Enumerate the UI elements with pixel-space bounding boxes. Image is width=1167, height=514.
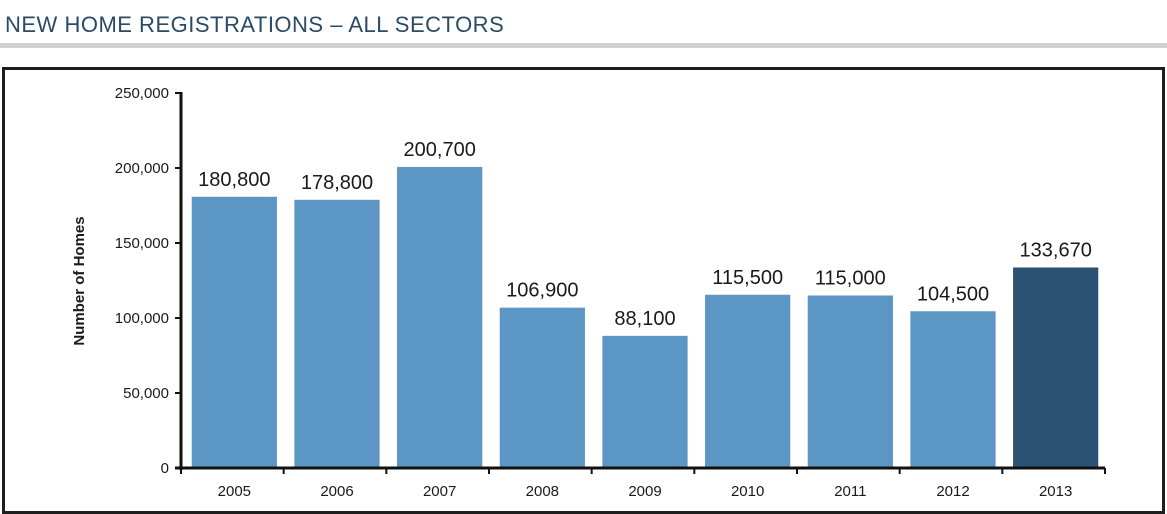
chart-frame bbox=[2, 67, 1165, 514]
y-tick-label: 50,000 bbox=[123, 385, 169, 402]
data-label: 133,670 bbox=[1020, 239, 1092, 261]
x-tick-label: 2007 bbox=[423, 483, 456, 500]
bar-2011 bbox=[807, 295, 893, 468]
bar-2012 bbox=[910, 311, 996, 468]
bars: 180,800 178,800 200,700 106,900 88,100 115,50… bbox=[191, 139, 1099, 469]
data-label: 178,800 bbox=[301, 172, 373, 194]
data-label: 200,700 bbox=[404, 139, 476, 161]
bar-2006 bbox=[294, 199, 380, 469]
x-tick-label: 2006 bbox=[320, 483, 353, 500]
x-tick-label: 2010 bbox=[731, 483, 764, 500]
title-divider bbox=[0, 43, 1167, 48]
x-axis: 2005 2006 2007 2008 2009 2010 2011 2012 2013 bbox=[175, 466, 1106, 500]
x-tick-label: 2009 bbox=[628, 483, 661, 500]
data-label: 115,500 bbox=[712, 267, 783, 289]
bar-2009 bbox=[602, 335, 688, 468]
y-tick-label: 200,000 bbox=[115, 160, 169, 177]
data-label: 88,100 bbox=[614, 308, 675, 330]
y-axis-label: Number of Homes bbox=[71, 216, 88, 345]
bar-2007 bbox=[397, 166, 483, 468]
y-tick-label: 150,000 bbox=[115, 235, 169, 252]
data-label: 115,000 bbox=[815, 268, 886, 290]
y-tick-label: 0 bbox=[161, 460, 169, 477]
bar-2008 bbox=[499, 307, 585, 468]
bar-2010 bbox=[705, 294, 791, 468]
x-tick-label: 2012 bbox=[936, 483, 969, 500]
bar-2013 bbox=[1013, 267, 1099, 468]
x-tick-label: 2011 bbox=[834, 483, 866, 500]
y-axis: 0 50,000 100,000 150,000 200,000 250,000 bbox=[115, 85, 183, 477]
page-title: NEW HOME REGISTRATIONS – ALL SECTORS bbox=[5, 12, 505, 37]
bar-2005 bbox=[191, 196, 277, 469]
data-label: 106,900 bbox=[506, 280, 578, 302]
x-tick-label: 2008 bbox=[526, 483, 559, 500]
y-tick-label: 250,000 bbox=[115, 85, 169, 102]
data-label: 104,500 bbox=[917, 283, 989, 305]
x-tick-label: 2005 bbox=[218, 483, 251, 500]
data-label: 180,800 bbox=[198, 169, 270, 191]
x-tick-label: 2013 bbox=[1039, 483, 1072, 500]
y-tick-label: 100,000 bbox=[115, 310, 169, 327]
